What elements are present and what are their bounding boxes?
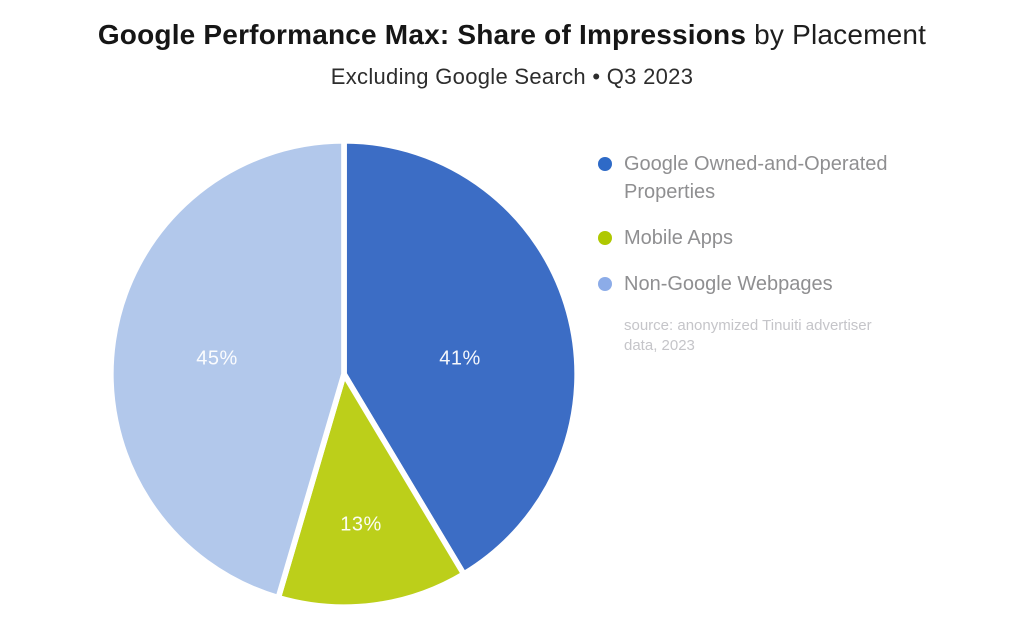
legend-label-mobile-apps: Mobile Apps	[624, 227, 733, 249]
chart-title-light: by Placement	[746, 19, 927, 50]
legend-dot-non-google-icon	[598, 277, 612, 291]
legend-item-google-owned: Google Owned-and-Operated Properties	[598, 150, 930, 206]
source-note: source: anonymized Tinuiti advertiser da…	[624, 316, 930, 356]
legend-label-google-owned: Google Owned-and-Operated Properties	[624, 153, 888, 203]
legend-dot-mobile-apps-icon	[598, 231, 612, 245]
legend: Google Owned-and-Operated Properties Mob…	[598, 150, 930, 356]
legend-item-mobile-apps: Mobile Apps	[598, 224, 930, 252]
pie-svg	[108, 138, 580, 610]
chart-title-bold: Google Performance Max: Share of Impress…	[97, 19, 747, 50]
source-note-line1: source: anonymized Tinuiti advertiser	[624, 317, 872, 334]
chart-subtitle: Excluding Google Search • Q3 2023	[330, 64, 694, 89]
pie-slice-2	[108, 138, 347, 601]
source-note-line2: data, 2023	[624, 337, 695, 354]
chart-title: Google Performance Max: Share of Impress…	[0, 19, 1024, 51]
legend-item-non-google: Non-Google Webpages	[598, 270, 930, 298]
pie-slice-1	[275, 371, 467, 610]
legend-dot-google-owned-icon	[598, 157, 612, 171]
legend-label-non-google: Non-Google Webpages	[624, 273, 833, 295]
pie-slice-0	[341, 138, 580, 577]
pie-chart: 41% 13% 45%	[108, 138, 580, 610]
